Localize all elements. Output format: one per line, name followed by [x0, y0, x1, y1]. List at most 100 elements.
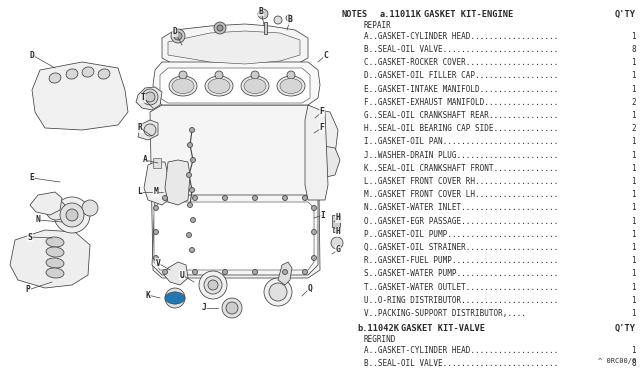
Text: 1: 1: [632, 164, 636, 173]
Circle shape: [142, 89, 158, 105]
Text: 1: 1: [632, 190, 636, 199]
Text: P: P: [26, 285, 31, 295]
Circle shape: [165, 288, 185, 308]
Circle shape: [251, 71, 259, 79]
Text: 2: 2: [632, 124, 636, 133]
Text: G..SEAL-OIL CRANKSHAFT REAR...............: G..SEAL-OIL CRANKSHAFT REAR.............…: [364, 111, 558, 120]
Text: B: B: [259, 6, 264, 16]
Ellipse shape: [172, 78, 194, 93]
Circle shape: [191, 157, 195, 163]
Circle shape: [282, 196, 287, 201]
Polygon shape: [138, 120, 158, 140]
Text: T..GASKET-WATER OUTLET....................: T..GASKET-WATER OUTLET..................…: [364, 283, 558, 292]
Polygon shape: [162, 24, 308, 70]
Text: 1: 1: [632, 309, 636, 318]
Circle shape: [145, 92, 155, 102]
Circle shape: [186, 173, 191, 177]
Text: F: F: [319, 124, 324, 132]
Circle shape: [66, 209, 78, 221]
Text: F: F: [319, 108, 324, 116]
Text: 1: 1: [632, 256, 636, 265]
Circle shape: [312, 256, 317, 260]
Polygon shape: [154, 202, 314, 270]
Ellipse shape: [98, 69, 110, 79]
Text: A: A: [143, 155, 147, 164]
Text: I: I: [321, 211, 325, 219]
Text: 1: 1: [632, 243, 636, 252]
Text: 1: 1: [632, 151, 636, 160]
Text: M..GASKET FRONT COVER LH..................: M..GASKET FRONT COVER LH................…: [364, 190, 558, 199]
Text: b.11042K: b.11042K: [357, 324, 399, 333]
Circle shape: [214, 22, 226, 34]
Text: B..SEAL-OIL VALVE.........................: B..SEAL-OIL VALVE.......................…: [364, 45, 558, 54]
Text: 1: 1: [632, 217, 636, 225]
Text: 1: 1: [632, 269, 636, 278]
Circle shape: [154, 256, 159, 260]
Text: 1: 1: [632, 111, 636, 120]
Circle shape: [189, 128, 195, 132]
Text: J..WASHER-DRAIN PLUG......................: J..WASHER-DRAIN PLUG....................…: [364, 151, 558, 160]
Circle shape: [223, 196, 227, 201]
Text: B..SEAL-OIL VALVE.........................: B..SEAL-OIL VALVE.......................…: [364, 359, 558, 368]
Circle shape: [191, 218, 195, 222]
Text: 1: 1: [632, 84, 636, 94]
Text: GASKET KIT-ENGINE: GASKET KIT-ENGINE: [424, 10, 513, 19]
Polygon shape: [165, 160, 190, 205]
Ellipse shape: [49, 73, 61, 83]
Text: L: L: [138, 187, 143, 196]
Text: L..GASKET FRONT COVER RH..................: L..GASKET FRONT COVER RH................…: [364, 177, 558, 186]
Polygon shape: [30, 192, 62, 215]
Circle shape: [46, 200, 66, 220]
Text: D: D: [173, 28, 177, 36]
Ellipse shape: [46, 247, 64, 257]
Text: F..GASKET-EXHAUST MANIFOLD................: F..GASKET-EXHAUST MANIFOLD..............…: [364, 98, 558, 107]
Circle shape: [223, 269, 227, 275]
Text: S..GASKET-WATER PUMP......................: S..GASKET-WATER PUMP....................…: [364, 269, 558, 278]
Text: C..GASKET-ROCKER COVER....................: C..GASKET-ROCKER COVER..................…: [364, 58, 558, 67]
Circle shape: [82, 200, 98, 216]
Ellipse shape: [205, 76, 233, 96]
Text: U..O-RING DISTRIBUTOR.....................: U..O-RING DISTRIBUTOR...................…: [364, 296, 558, 305]
Text: Q'TY: Q'TY: [615, 324, 636, 333]
Circle shape: [312, 205, 317, 211]
Text: N..GASKET-WATER INLET.....................: N..GASKET-WATER INLET...................…: [364, 203, 558, 212]
Ellipse shape: [277, 76, 305, 96]
Circle shape: [258, 9, 268, 19]
Text: H..SEAL-OIL BEARING CAP SIDE..............: H..SEAL-OIL BEARING CAP SIDE............…: [364, 124, 558, 133]
Text: K: K: [145, 291, 150, 299]
Circle shape: [179, 71, 187, 79]
Text: 2: 2: [632, 98, 636, 107]
Polygon shape: [152, 195, 318, 275]
Circle shape: [60, 203, 84, 227]
Text: 1: 1: [632, 71, 636, 80]
Text: E: E: [29, 173, 35, 183]
Text: a.11011K: a.11011K: [380, 10, 422, 19]
Text: V..PACKING-SUPPORT DISTRIBUTOR,....: V..PACKING-SUPPORT DISTRIBUTOR,....: [364, 309, 526, 318]
Text: R..GASKET-FUEL PUMP.......................: R..GASKET-FUEL PUMP.....................…: [364, 256, 558, 265]
Text: T: T: [141, 93, 145, 103]
Text: K..SEAL-OIL CRANKSHAFT FRONT..............: K..SEAL-OIL CRANKSHAFT FRONT............…: [364, 164, 558, 173]
Circle shape: [199, 271, 227, 299]
Text: M: M: [154, 187, 159, 196]
Circle shape: [331, 237, 343, 249]
Bar: [332, 215, 340, 227]
Polygon shape: [168, 31, 300, 64]
Polygon shape: [136, 87, 162, 110]
Text: R: R: [138, 124, 143, 132]
Text: 1: 1: [632, 177, 636, 186]
Text: E..GASKET-INTAKE MANIFOLD.................: E..GASKET-INTAKE MANIFOLD...............…: [364, 84, 558, 94]
Polygon shape: [305, 105, 328, 200]
Text: S: S: [28, 232, 33, 241]
Circle shape: [188, 142, 193, 148]
Text: G: G: [335, 246, 340, 254]
Circle shape: [282, 269, 287, 275]
Circle shape: [189, 247, 195, 253]
Circle shape: [171, 29, 185, 43]
Circle shape: [269, 283, 287, 301]
Circle shape: [193, 196, 198, 201]
Circle shape: [303, 196, 307, 201]
Polygon shape: [164, 262, 188, 285]
Text: 1: 1: [632, 283, 636, 292]
Circle shape: [169, 292, 181, 304]
Ellipse shape: [241, 76, 269, 96]
